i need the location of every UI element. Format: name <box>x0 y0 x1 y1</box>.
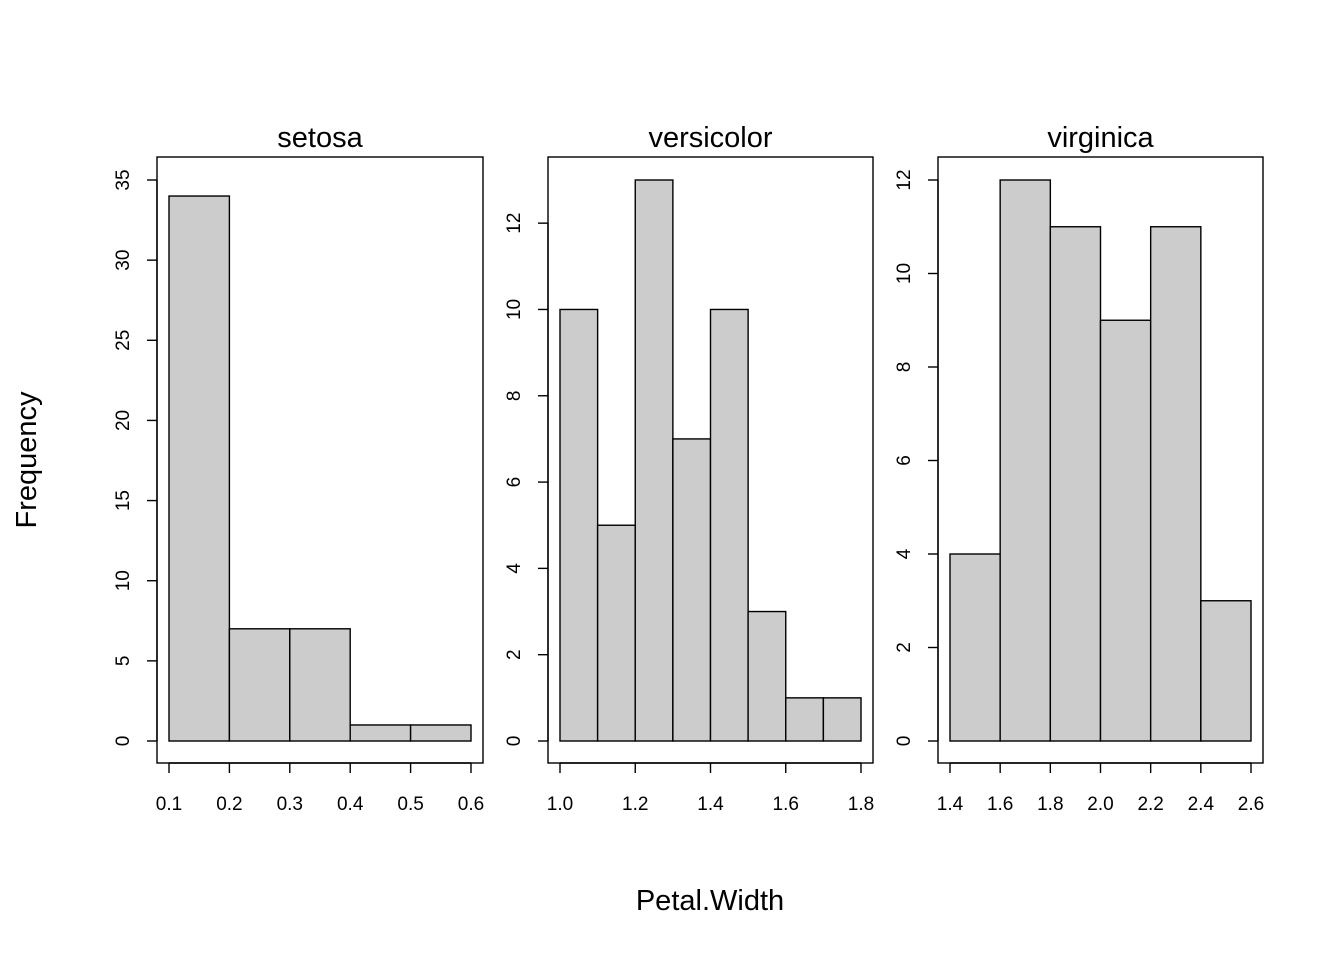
y-tick-label: 20 <box>113 410 134 431</box>
histogram-bar <box>1099 319 1152 742</box>
x-axis-label: Petal.Width <box>636 885 784 917</box>
y-tick-label: 6 <box>504 477 525 488</box>
x-tick-label: 1.2 <box>622 794 648 815</box>
y-tick-label: 15 <box>113 490 134 511</box>
x-tick-label: 1.8 <box>1037 794 1063 815</box>
x-tick-label: 1.0 <box>547 794 573 815</box>
y-tick-label: 10 <box>504 299 525 320</box>
x-tick-label: 0.1 <box>156 794 182 815</box>
x-tick-label: 2.2 <box>1137 794 1163 815</box>
x-tick-label: 0.4 <box>337 794 364 815</box>
histogram-bar <box>1200 600 1252 742</box>
x-tick-label: 1.4 <box>697 794 724 815</box>
histogram-bar <box>1049 226 1102 742</box>
histogram-bar <box>168 195 231 742</box>
y-tick-label: 35 <box>113 169 134 190</box>
x-tick-label: 1.6 <box>987 794 1013 815</box>
y-tick-label: 10 <box>894 263 915 284</box>
x-tick-label: 1.8 <box>848 794 874 815</box>
y-tick-label: 0 <box>894 736 915 747</box>
histogram-bar <box>822 697 862 742</box>
histogram-bar <box>228 628 291 742</box>
y-tick-label: 12 <box>894 169 915 190</box>
histogram-panel-setosa: setosa 0.1 0.2 0.3 0.4 0.5 0.6 0 5 10 15 20 25 30 35 <box>113 122 484 815</box>
histogram-panel-virginica: virginica 1.4 1.6 1.8 2.0 2.2 2.4 2.6 0 2 4 6 8 10 12 <box>894 122 1264 815</box>
y-tick-label: 6 <box>894 455 915 466</box>
histogram-panel-versicolor: versicolor 1.0 1.2 1.4 1.6 1.8 0 2 4 6 8 10 12 <box>504 122 874 815</box>
histogram-bar <box>349 724 412 742</box>
x-tick-label: 2.6 <box>1238 794 1264 815</box>
y-axis-label: Frequency <box>11 391 43 529</box>
y-tick-label: 12 <box>504 213 525 234</box>
x-tick-label: 1.6 <box>773 794 799 815</box>
y-tick-label: 25 <box>113 330 134 351</box>
x-tick-label: 0.5 <box>397 794 423 815</box>
y-tick-label: 2 <box>894 642 915 653</box>
histogram-bar <box>596 524 636 742</box>
y-tick-label: 10 <box>113 570 134 591</box>
x-tick-label: 1.4 <box>937 794 964 815</box>
x-tick-label: 2.4 <box>1188 794 1215 815</box>
x-tick-label: 0.2 <box>216 794 242 815</box>
x-tick-label: 0.6 <box>458 794 484 815</box>
histogram-bar <box>672 438 712 742</box>
y-tick-label: 4 <box>894 548 915 559</box>
histogram-bar <box>634 179 674 742</box>
histogram-bar <box>559 308 599 742</box>
histogram-bar <box>785 697 825 742</box>
histogram-bar <box>289 628 351 742</box>
panel-title: versicolor <box>648 122 772 154</box>
panel-title: setosa <box>277 122 363 154</box>
y-tick-label: 8 <box>894 362 915 373</box>
panel-title: virginica <box>1047 122 1154 154</box>
y-tick-label: 0 <box>113 736 134 747</box>
y-tick-label: 4 <box>504 563 525 574</box>
y-tick-label: 5 <box>113 656 134 667</box>
histogram-bar <box>949 553 1001 742</box>
x-tick-label: 2.0 <box>1087 794 1113 815</box>
y-tick-label: 8 <box>504 390 525 401</box>
y-tick-label: 30 <box>113 250 134 271</box>
histogram-bar <box>409 724 472 742</box>
histogram-bar <box>747 610 787 742</box>
x-tick-label: 0.3 <box>277 794 303 815</box>
histogram-bar <box>999 179 1052 742</box>
histogram-bar <box>1149 226 1202 742</box>
y-tick-label: 0 <box>504 736 525 747</box>
histogram-bar <box>709 308 749 742</box>
y-tick-label: 2 <box>504 649 525 660</box>
